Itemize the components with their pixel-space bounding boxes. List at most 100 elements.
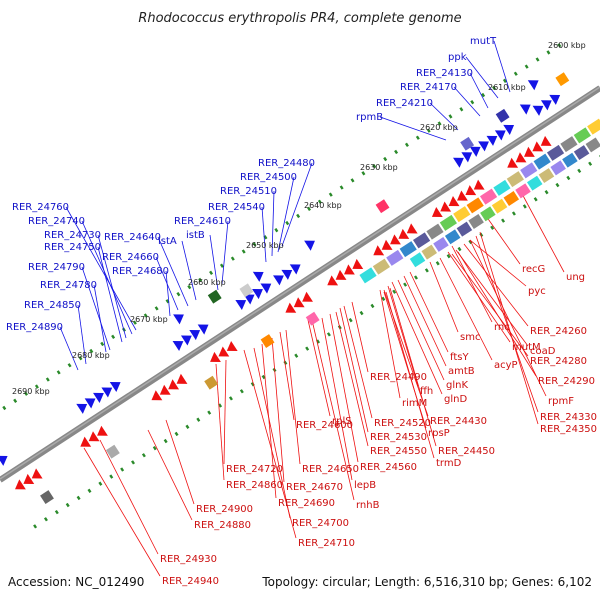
forward-leader-line [277,176,295,253]
reverse-gene-block [587,118,600,135]
forward-gene-block [460,136,475,151]
kbp-tick-dot [339,185,344,190]
reverse-gene-arrow [473,179,485,190]
kbp-tick-dot [43,517,48,522]
reverse-gene-block [491,198,508,214]
reverse-gene-block [204,375,219,390]
reverse-gene-arrow [515,152,527,163]
reverse-leader-line [253,347,291,519]
reverse-gene-block [520,162,538,179]
kbp-tick-dot [209,270,214,275]
forward-gene-label: RER_24500 [240,172,297,183]
reverse-gene-label: glnD [444,394,467,405]
kbp-tick-dot [511,211,516,216]
forward-gene-arrow [469,146,481,157]
reverse-gene-arrow [159,384,171,395]
kbp-tick-dot [381,296,386,302]
reverse-leader-line [83,447,161,577]
forward-gene-arrow [549,94,561,105]
reverse-gene-label: RER_24290 [538,376,595,387]
forward-leader-line [81,266,111,351]
forward-gene-label: RER_24170 [400,82,457,93]
forward-gene-arrow [519,104,531,115]
reverse-gene-block [479,188,498,205]
genome-backbone-highlight [0,86,600,480]
kbp-tick-dot [533,197,538,202]
kbp-label: 2690 kbp [12,387,50,396]
reverse-gene-arrow [390,234,401,245]
kbp-tick-dot [163,438,168,444]
forward-gene-block [555,72,570,87]
kbp-tick-dot [326,332,331,337]
forward-gene-arrow [540,100,552,111]
kbp-tick-dot [296,213,301,219]
reverse-leader-line [469,239,547,397]
kbp-tick-dot [67,363,72,368]
kbp-tick-dot [546,50,551,55]
forward-gene-arrow [235,299,247,311]
kbp-tick-dot [481,92,486,98]
forward-gene-arrow [173,314,184,325]
reverse-gene-label: RER_24530 [370,432,427,443]
reverse-gene-label: RER_24450 [438,446,495,457]
forward-leader-line [81,220,133,335]
reverse-leader-line [409,271,449,353]
reverse-gene-block [480,206,496,222]
kbp-tick-dot [522,204,527,209]
reverse-gene-arrow [293,297,305,308]
reverse-gene-block [526,175,543,191]
kbp-tick-dot [577,168,582,174]
reverse-gene-block [372,258,391,275]
reverse-gene-arrow [540,135,552,146]
reverse-gene-label: RER_24330 [540,412,597,423]
gene-features [0,72,600,504]
forward-gene-label: RER_24730 [44,230,101,241]
reverse-gene-label: RER_24280 [530,356,587,367]
kbp-tick-dot [45,377,50,382]
kbp-tick-dot [502,78,507,84]
kbp-tick-dot [305,346,310,351]
reverse-gene-block [386,249,404,266]
reverse-leader-line [429,261,459,333]
reverse-gene-block [444,229,461,245]
forward-leader-line [465,56,499,99]
forward-gene-arrow [304,240,315,251]
reverse-gene-label: RER_24880 [194,520,251,531]
forward-gene-label: RER_24660 [102,252,159,263]
kbp-tick-dot [307,206,311,211]
reverse-leader-line [379,289,401,399]
forward-gene-label: RER_24780 [40,280,97,291]
reverse-gene-block [506,171,524,188]
forward-gene-label: RER_24750 [44,242,101,253]
reverse-leader-line [451,253,529,357]
kbp-tick-dot [219,263,224,268]
reverse-gene-arrow [23,473,35,484]
reverse-leader-line [223,359,227,465]
kbp-tick-dot [513,71,518,76]
reverse-gene-arrow [352,258,364,269]
reverse-leader-line [387,285,419,387]
reverse-gene-arrow [168,379,180,390]
kbp-tick-dot [131,460,136,465]
forward-leader-line [271,190,275,257]
reverse-gene-block [439,214,457,231]
reverse-gene-arrow [344,264,355,275]
kbp-tick-dot [555,182,560,188]
forward-leader-line [379,116,447,141]
kbp-label: 2640 kbp [304,201,342,210]
reverse-gene-label: pyc [528,286,546,297]
kbp-tick-dot [294,353,299,358]
kbp-label: 2650 kbp [246,241,284,250]
reverse-gene-block [546,144,565,161]
reverse-gene-block [560,136,578,153]
kbp-tick-dot [361,171,366,176]
forward-gene-arrow [101,387,113,398]
forward-leader-line [93,284,107,353]
forward-leader-line [165,270,171,317]
reverse-gene-label: recG [522,264,545,275]
reverse-leader-line [307,319,331,417]
kbp-tick-dot [152,445,157,451]
reverse-leader-line [479,231,539,425]
reverse-gene-label: ffh [420,386,433,397]
reverse-gene-label: RER_24940 [162,576,219,587]
